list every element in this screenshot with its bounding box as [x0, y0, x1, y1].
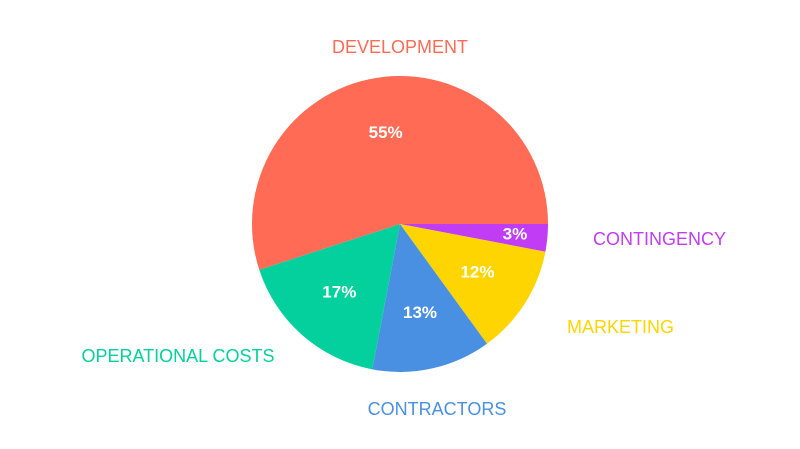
pie-slice-development — [252, 76, 548, 270]
percentage-labels: 3% 12% 13% 17% 55% — [322, 123, 527, 322]
category-label-contingency: CONTINGENCY — [593, 229, 726, 249]
category-label-marketing: MARKETING — [567, 317, 674, 337]
pie-slices — [252, 76, 548, 373]
pie-slice-contingency — [400, 224, 548, 252]
category-labels: CONTINGENCY MARKETING CONTRACTORS OPERATION… — [81, 37, 726, 419]
pct-label-marketing: 12% — [460, 263, 494, 282]
pie-slice-marketing — [400, 224, 546, 344]
pct-label-development: 55% — [369, 123, 403, 142]
pie-slice-contractors — [372, 224, 487, 373]
pct-label-contractors: 13% — [403, 303, 437, 322]
category-label-development: DEVELOPMENT — [332, 37, 468, 57]
pie-slice-operational-costs — [259, 224, 400, 370]
pct-label-operational-costs: 17% — [322, 282, 356, 301]
category-label-operational-costs: OPERATIONAL COSTS — [81, 346, 274, 366]
category-label-contractors: CONTRACTORS — [368, 399, 507, 419]
pct-label-contingency: 3% — [503, 224, 528, 243]
